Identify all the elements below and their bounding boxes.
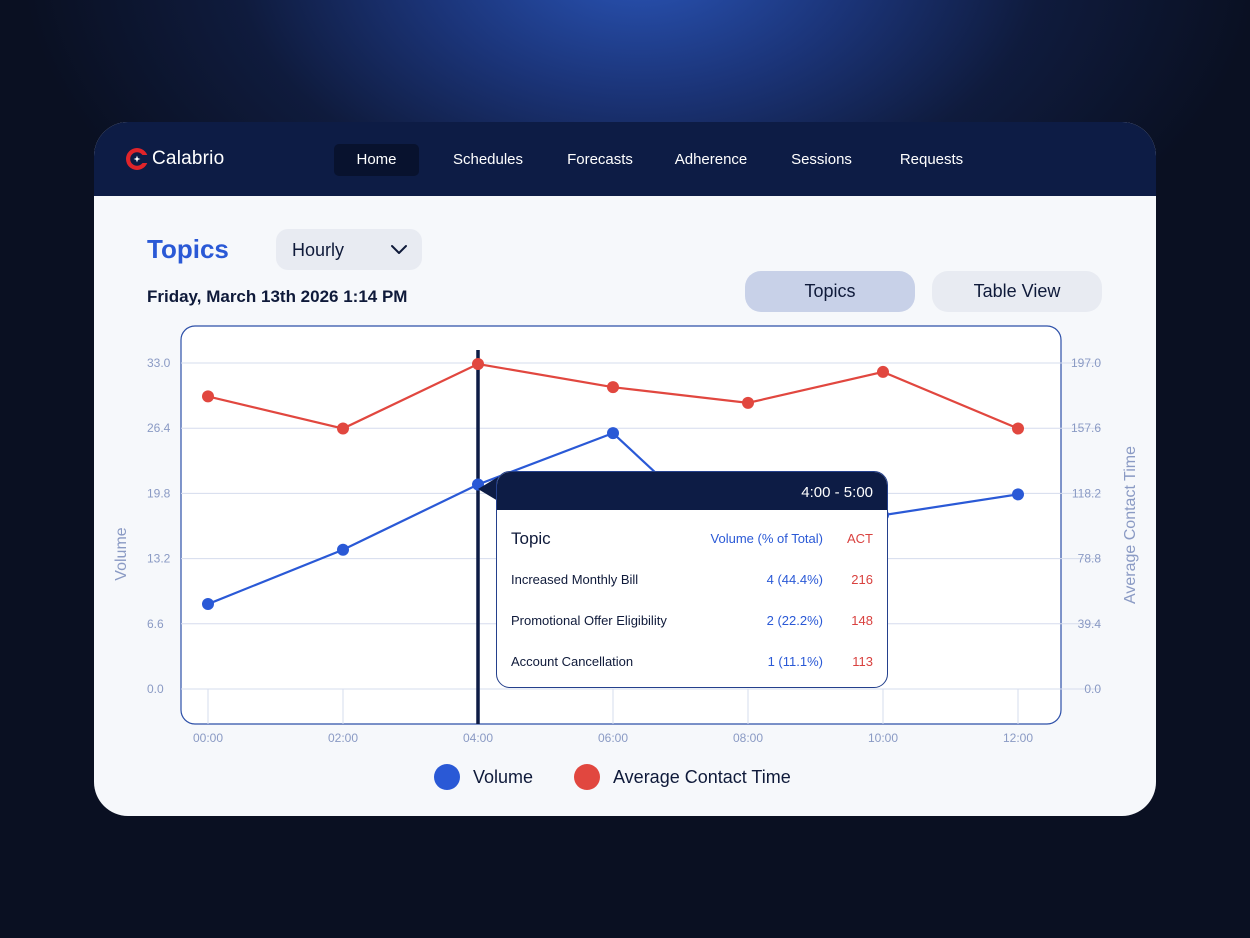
data-point-act[interactable] <box>472 357 484 370</box>
calabrio-logo-icon <box>126 148 149 170</box>
granularity-selected: Hourly <box>292 240 345 260</box>
x-tick-label: 00:00 <box>193 731 223 745</box>
nav-item-forecasts[interactable]: Forecasts <box>567 151 633 168</box>
nav-item-adherence[interactable]: Adherence <box>674 151 748 168</box>
legend-label-act: Average Contact Time <box>613 766 791 787</box>
tooltip-time-range: 4:00 - 5:00 <box>801 484 873 501</box>
tooltip-row-topic: Account Cancellation <box>511 654 634 669</box>
granularity-dropdown[interactable]: Hourly <box>276 229 422 270</box>
legend-item-act[interactable]: Average Contact Time <box>574 764 791 790</box>
data-point-act[interactable] <box>1012 422 1024 435</box>
data-point-act[interactable] <box>337 422 349 435</box>
data-point-volume[interactable] <box>337 543 349 556</box>
legend-item-volume[interactable]: Volume <box>434 764 533 790</box>
tooltip-header: 4:00 - 5:00 <box>497 472 887 510</box>
data-point-act[interactable] <box>742 396 754 409</box>
y-axis-left-label: Volume <box>113 527 130 580</box>
table-view-button[interactable]: Table View <box>932 271 1102 312</box>
x-tick-label: 06:00 <box>598 731 628 745</box>
tooltip-row: Increased Monthly Bill 4 (44.4%) 216 <box>497 572 887 592</box>
y-tick-right: 157.6 <box>1071 421 1101 435</box>
nav-item-home[interactable]: Home <box>334 144 419 176</box>
topics-view-button[interactable]: Topics <box>745 271 915 312</box>
y-tick-left: 33.0 <box>147 356 171 370</box>
x-tick-label: 04:00 <box>463 731 493 745</box>
tooltip-row-act: 148 <box>851 613 873 628</box>
nav-item-requests[interactable]: Requests <box>899 151 964 168</box>
x-tick-label: 02:00 <box>328 731 358 745</box>
tooltip-col-act: ACT <box>847 531 873 546</box>
x-tick-label: 12:00 <box>1003 731 1033 745</box>
legend-swatch-volume <box>434 764 460 790</box>
y-tick-right: 39.4 <box>1078 617 1102 631</box>
data-point-act[interactable] <box>607 381 619 394</box>
legend-swatch-act <box>574 764 600 790</box>
tooltip-row-volume: 2 (22.2%) <box>766 613 823 628</box>
top-navigation: Calabrio Home Schedules Forecasts Adhere… <box>94 122 1156 196</box>
data-point-volume[interactable] <box>607 427 619 440</box>
tooltip-row-volume: 1 (11.1%) <box>767 654 823 669</box>
brand-name: Calabrio <box>152 148 225 169</box>
data-tooltip: 4:00 - 5:00 Topic Volume (% of Total) AC… <box>496 471 888 688</box>
y-tick-right: 78.8 <box>1078 552 1102 566</box>
current-datetime: Friday, March 13th 2026 1:14 PM <box>147 287 408 306</box>
data-point-volume[interactable] <box>202 598 214 611</box>
y-tick-right: 0.0 <box>1084 682 1101 696</box>
x-tick-label: 08:00 <box>733 731 763 745</box>
data-point-act[interactable] <box>202 390 214 403</box>
page-title: Topics <box>147 234 229 264</box>
tooltip-row-act: 113 <box>852 654 873 669</box>
nav-item-schedules[interactable]: Schedules <box>452 151 524 168</box>
tooltip-col-topic: Topic <box>511 529 551 548</box>
tooltip-row: Promotional Offer Eligibility 2 (22.2%) … <box>497 613 887 633</box>
topics-chart: 00:00 02:00 04:00 06:00 08:00 10:00 12:00 0.0 0… <box>113 325 1139 745</box>
y-tick-left: 19.8 <box>147 486 171 500</box>
x-tick-label: 10:00 <box>868 731 898 745</box>
tooltip-col-volume: Volume (% of Total) <box>710 531 823 546</box>
nav-item-sessions[interactable]: Sessions <box>791 151 852 168</box>
brand-logo[interactable]: Calabrio <box>125 147 224 171</box>
data-point-act[interactable] <box>877 365 889 378</box>
data-point-volume[interactable] <box>1012 488 1024 501</box>
tooltip-row-topic: Promotional Offer Eligibility <box>511 613 667 628</box>
tooltip-row-volume: 4 (44.4%) <box>766 572 823 587</box>
chevron-down-icon <box>391 245 407 254</box>
y-tick-right: 197.0 <box>1071 356 1101 370</box>
tooltip-row: Account Cancellation 1 (11.1%) 113 <box>497 654 887 674</box>
dashboard-card: Calabrio Home Schedules Forecasts Adhere… <box>94 122 1156 816</box>
legend-label-volume: Volume <box>473 766 534 787</box>
y-tick-left: 26.4 <box>147 421 171 435</box>
y-tick-left: 0.0 <box>147 682 164 696</box>
y-tick-left: 6.6 <box>147 617 164 631</box>
y-axis-right-label: Average Contact Time <box>1122 446 1139 604</box>
tooltip-row-topic: Increased Monthly Bill <box>511 572 639 587</box>
y-tick-right: 118.2 <box>1072 486 1101 500</box>
tooltip-row-act: 216 <box>851 572 873 587</box>
tooltip-pointer <box>478 477 498 501</box>
y-tick-left: 13.2 <box>147 552 171 566</box>
